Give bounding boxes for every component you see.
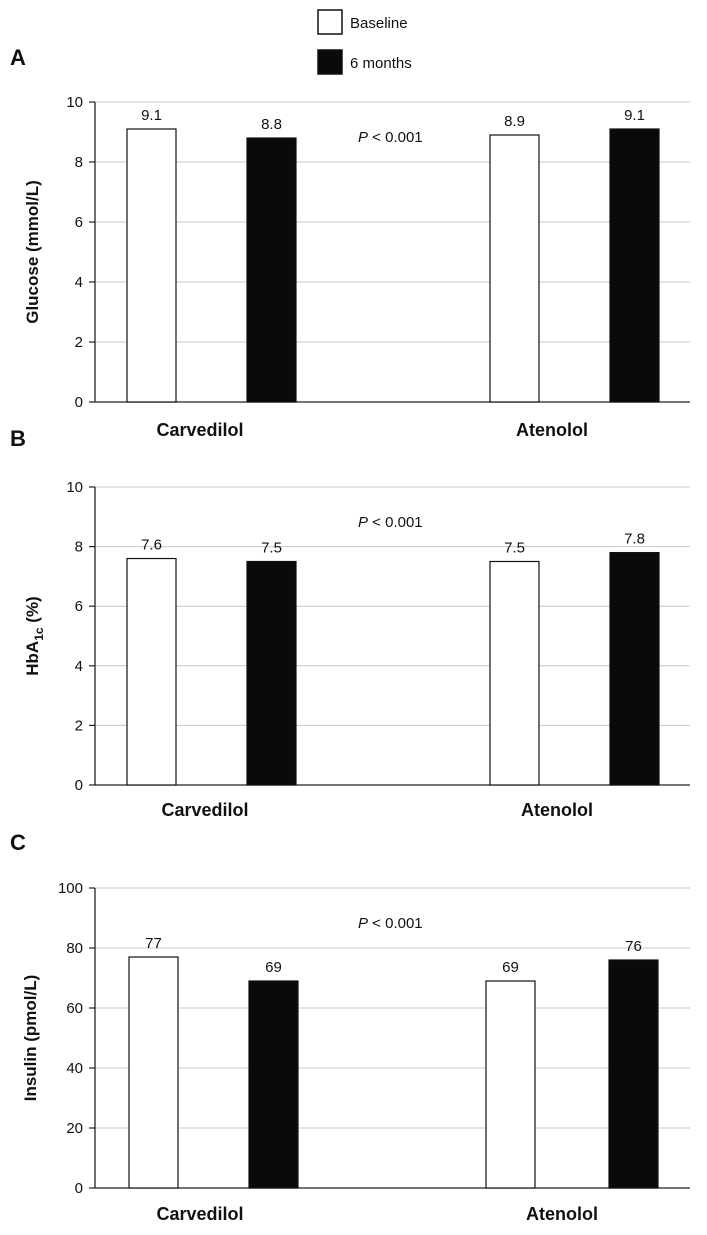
y-axis-label: Glucose (mmol/L) — [23, 180, 42, 324]
bar-carvedilol-6-months — [246, 137, 297, 403]
y-tick-label: 10 — [66, 479, 83, 496]
category-label-atenolol: Atenolol — [521, 800, 593, 820]
chart-panel-b: B 0 2 4 6 8 10 HbA1c (%) 7.6 7.5 Carvedilol 7.5 7.8 A… — [10, 426, 690, 820]
y-tick-label: 6 — [75, 214, 83, 231]
bar-carvedilol-baseline — [128, 956, 179, 1189]
category-label-carvedilol: Carvedilol — [161, 800, 248, 820]
value-label-atenolol-6-months: 7.8 — [624, 531, 645, 548]
bar-atenolol-baseline — [485, 980, 536, 1189]
legend-swatch-6-months — [317, 49, 343, 75]
bar-atenolol-baseline — [489, 560, 540, 786]
category-label-carvedilol: Carvedilol — [156, 1204, 243, 1224]
legend-label-6-months: 6 months — [350, 55, 412, 72]
value-label-carvedilol-baseline: 77 — [145, 935, 162, 952]
p-value-annotation: P < 0.001 — [358, 915, 423, 932]
y-tick-label: 4 — [75, 658, 83, 675]
panel-label: C — [10, 830, 26, 855]
value-label-atenolol-baseline: 7.5 — [504, 540, 525, 557]
chart-panel-a: A 0 2 4 6 8 10 Glucose (mmol/L) 9.1 8.8 Carvedilol… — [10, 45, 690, 440]
bar-carvedilol-baseline — [126, 128, 177, 403]
legend-swatch-baseline — [317, 9, 343, 35]
bar-atenolol-6-months — [608, 959, 659, 1189]
category-label-atenolol: Atenolol — [526, 1204, 598, 1224]
value-label-carvedilol-6-months: 8.8 — [261, 116, 282, 133]
y-tick-label: 40 — [66, 1060, 83, 1077]
p-value-annotation: P < 0.001 — [358, 129, 423, 146]
y-tick-label: 0 — [75, 394, 83, 411]
y-tick-label: 60 — [66, 1000, 83, 1017]
y-tick-label: 10 — [66, 94, 83, 111]
y-tick-label: 80 — [66, 940, 83, 957]
bar-carvedilol-6-months — [248, 980, 299, 1189]
value-label-atenolol-6-months: 76 — [625, 938, 642, 955]
y-tick-label: 4 — [75, 274, 83, 291]
bar-carvedilol-baseline — [126, 557, 177, 786]
y-tick-label: 0 — [75, 777, 83, 794]
bar-carvedilol-6-months — [246, 560, 297, 786]
value-label-atenolol-baseline: 69 — [502, 959, 519, 976]
y-axis-label: Insulin (pmol/L) — [21, 975, 40, 1102]
y-tick-label: 8 — [75, 154, 83, 171]
y-axis-label: HbA1c (%) — [23, 596, 46, 675]
legend: Baseline 6 months — [317, 9, 412, 75]
y-tick-label: 100 — [58, 880, 83, 897]
panel-label: B — [10, 426, 26, 451]
category-label-carvedilol: Carvedilol — [156, 420, 243, 440]
y-tick-label: 6 — [75, 598, 83, 615]
value-label-carvedilol-baseline: 9.1 — [141, 107, 162, 124]
value-label-carvedilol-6-months: 69 — [265, 959, 282, 976]
bar-atenolol-6-months — [609, 551, 660, 786]
y-tick-label: 0 — [75, 1180, 83, 1197]
y-tick-label: 8 — [75, 539, 83, 556]
bar-atenolol-6-months — [609, 128, 660, 403]
y-tick-label: 2 — [75, 717, 83, 734]
category-label-atenolol: Atenolol — [516, 420, 588, 440]
value-label-carvedilol-baseline: 7.6 — [141, 537, 162, 554]
panels: A 0 2 4 6 8 10 Glucose (mmol/L) 9.1 8.8 Carvedilol… — [10, 45, 690, 1224]
bar-atenolol-baseline — [489, 134, 540, 403]
value-label-carvedilol-6-months: 7.5 — [261, 540, 282, 557]
value-label-atenolol-baseline: 8.9 — [504, 113, 525, 130]
p-value-annotation: P < 0.001 — [358, 514, 423, 531]
legend-label-baseline: Baseline — [350, 15, 408, 32]
panel-label: A — [10, 45, 26, 70]
chart-panel-c: C 0 20 40 60 80 100 Insulin (pmol/L) 77 69 Carvedi… — [10, 830, 690, 1224]
y-tick-label: 2 — [75, 334, 83, 351]
y-tick-label: 20 — [66, 1120, 83, 1137]
value-label-atenolol-6-months: 9.1 — [624, 107, 645, 124]
